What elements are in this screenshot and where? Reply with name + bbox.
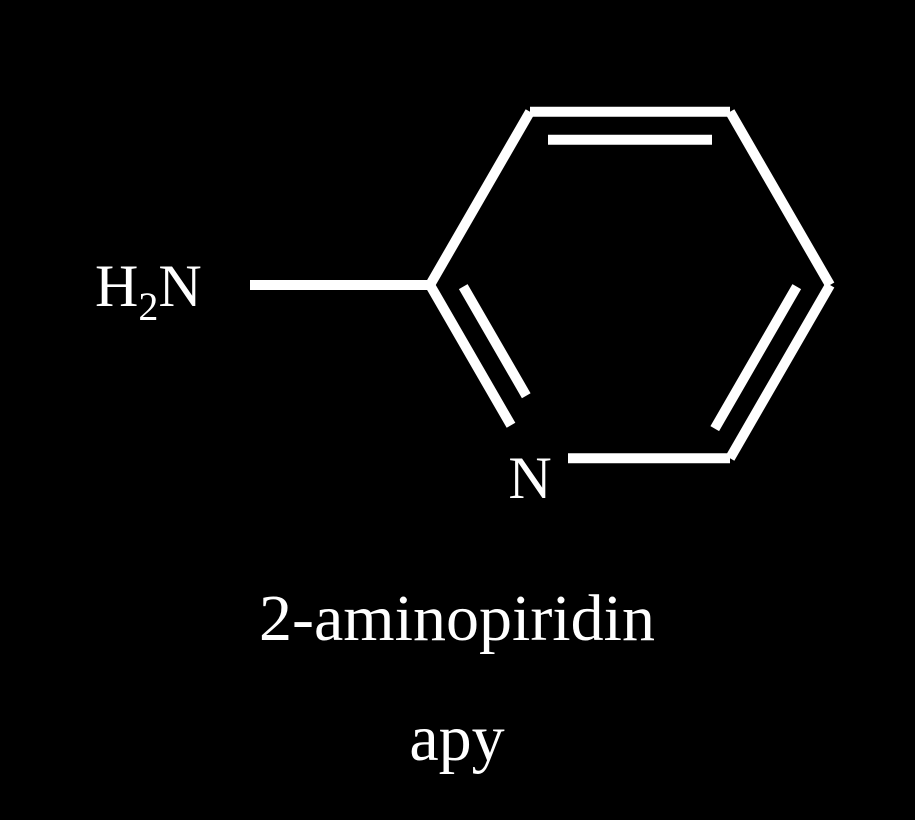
ring-nitrogen-label: N bbox=[508, 445, 551, 511]
subscript-1: 2 bbox=[138, 284, 158, 329]
background bbox=[0, 0, 915, 820]
compound-name: 2-aminopiridin bbox=[259, 582, 655, 655]
molecule-diagram: NH2N2-aminopiridinapy bbox=[0, 0, 915, 820]
compound-abbrev: apy bbox=[409, 702, 504, 775]
atom-letter-0: H bbox=[95, 253, 138, 319]
atom-letter-2: N bbox=[158, 253, 201, 319]
